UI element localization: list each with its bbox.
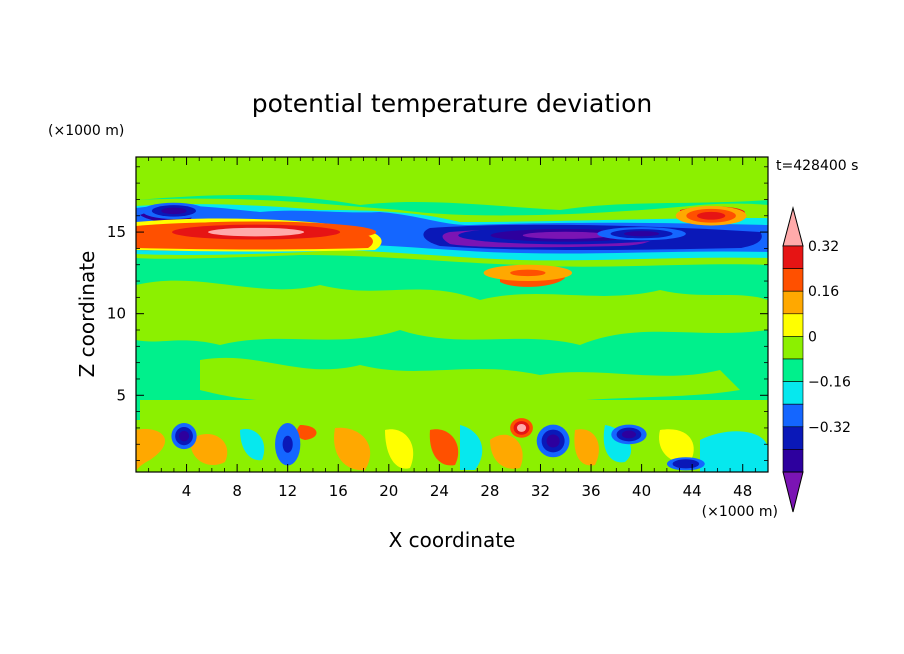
y-unit-label: (×1000 m) xyxy=(48,123,124,139)
x-tick-label: 12 xyxy=(278,482,297,500)
x-tick-label: 16 xyxy=(329,482,348,500)
x-tick-label: 24 xyxy=(430,482,449,500)
field-feature-1-level-2 xyxy=(522,231,609,239)
field-feature-9-level-2 xyxy=(621,430,637,439)
x-tick-label: 40 xyxy=(632,482,651,500)
field-features xyxy=(136,202,747,471)
field-feature-6-level-2 xyxy=(178,430,190,442)
near-surface-weak-band xyxy=(140,400,768,420)
field-feature-7-level-2 xyxy=(282,435,293,453)
plot-area xyxy=(136,157,768,472)
cool-patch-2 xyxy=(460,425,483,470)
colorbar-top-triangle xyxy=(782,206,804,247)
warm-patch-7 xyxy=(574,429,599,466)
x-unit-label: (×1000 m) xyxy=(702,504,778,520)
colorbar-swatch xyxy=(782,245,804,269)
colorbar-label: −0.32 xyxy=(808,420,851,436)
x-tick-label: 20 xyxy=(379,482,398,500)
colorbar-label: 0.32 xyxy=(808,239,839,255)
x-tick-label: 44 xyxy=(683,482,702,500)
colorbar-swatch xyxy=(782,358,804,382)
x-tick-label: 28 xyxy=(480,482,499,500)
colorbar-swatch xyxy=(782,313,804,337)
colorbar-swatch xyxy=(782,268,804,292)
field-feature-10-level-2 xyxy=(516,424,527,432)
cool-patch-1 xyxy=(240,429,265,461)
warm-patch-1 xyxy=(190,433,228,466)
colorbar-label: −0.16 xyxy=(808,375,851,391)
chart-title: potential temperature deviation xyxy=(252,89,652,118)
field-feature-8-level-2 xyxy=(546,434,560,448)
warm-patch-4 xyxy=(385,429,414,469)
field-feature-2-level-2 xyxy=(623,231,660,237)
x-tick-label: 4 xyxy=(182,482,192,500)
field-feature-0-level-2 xyxy=(208,227,305,237)
colorbar-swatch xyxy=(782,290,804,315)
x-axis-label: X coordinate xyxy=(389,528,516,552)
lower-weak-patch xyxy=(200,357,740,405)
field-feature-3-level-2 xyxy=(161,207,187,215)
colorbar-swatch xyxy=(782,403,804,428)
y-axis: 5 10 15 xyxy=(107,166,768,461)
colorbar: 0.32 0.16 0 −0.16 −0.32 xyxy=(782,206,851,513)
y-tick-label: 15 xyxy=(107,223,126,241)
colorbar-swatch xyxy=(782,426,804,450)
x-tick-label: 32 xyxy=(531,482,550,500)
x-tick-label: 36 xyxy=(581,482,600,500)
positive-weak-patches xyxy=(136,157,768,420)
middle-weak-patch xyxy=(136,280,768,345)
field-feature-4-level-2 xyxy=(696,211,726,220)
x-tick-label: 48 xyxy=(733,482,752,500)
y-tick-label: 5 xyxy=(116,386,126,404)
field-feature-5-level-2 xyxy=(510,269,546,277)
colorbar-swatch xyxy=(782,449,804,473)
cool-patch-4 xyxy=(700,431,768,472)
warm-patch-3 xyxy=(334,427,371,471)
colorbar-swatch xyxy=(782,336,804,360)
colorbar-bottom-triangle xyxy=(782,471,804,513)
upper-weak-patch xyxy=(136,157,768,210)
y-axis-label: Z coordinate xyxy=(75,251,99,378)
colorbar-label: 0.16 xyxy=(808,284,839,300)
colorbar-swatch xyxy=(782,381,804,405)
warm-patch-left xyxy=(136,429,166,472)
x-axis: 4 8 12 16 20 24 28 32 36 40 44 48 xyxy=(148,157,756,500)
y-tick-label: 10 xyxy=(107,305,126,323)
time-label: t=428400 s xyxy=(776,158,858,174)
colorbar-label: 0 xyxy=(808,329,817,345)
cool-patch-3 xyxy=(603,425,632,463)
x-tick-label: 8 xyxy=(232,482,242,500)
warm-patch-2 xyxy=(296,425,317,440)
warm-patch-8 xyxy=(659,429,694,463)
field-feature-11-level-2 xyxy=(678,461,694,467)
warm-patch-5 xyxy=(429,429,459,466)
warm-patch-6 xyxy=(490,434,523,469)
